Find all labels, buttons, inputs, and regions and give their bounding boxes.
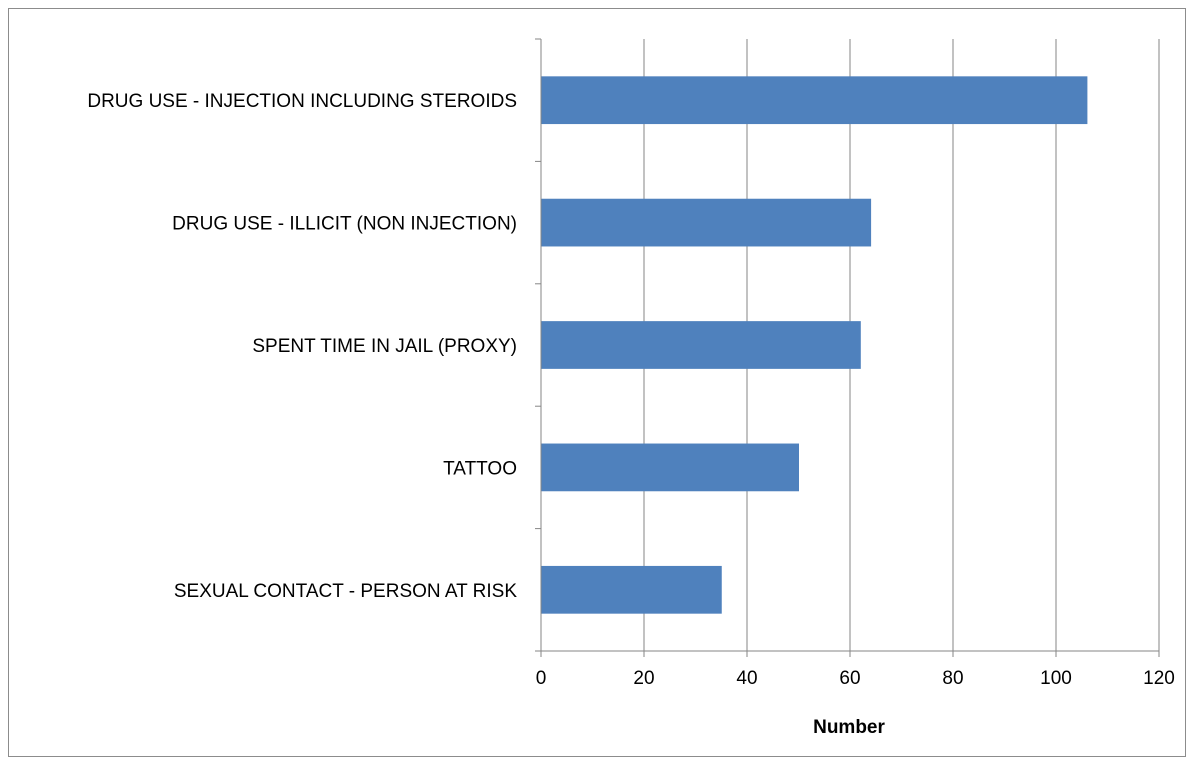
bars xyxy=(541,76,1088,614)
bar xyxy=(541,76,1088,125)
bar xyxy=(541,321,861,369)
category-label: DRUG USE - ILLICIT (NON INJECTION) xyxy=(172,214,517,235)
category-label: SPENT TIME IN JAIL (PROXY) xyxy=(252,336,517,357)
category-label: SEXUAL CONTACT - PERSON AT RISK xyxy=(174,581,517,602)
category-label: DRUG USE - INJECTION INCLUDING STEROIDS xyxy=(87,91,517,112)
chart-frame: DRUG USE - INJECTION INCLUDING STEROIDS D… xyxy=(8,8,1186,757)
x-axis-title: Number xyxy=(813,717,885,738)
x-tick-labels: 0 20 40 60 80 100 120 xyxy=(536,668,1175,689)
x-tick-label: 120 xyxy=(1143,668,1175,689)
bar xyxy=(541,198,872,247)
x-tick-label: 40 xyxy=(736,668,757,689)
category-label: TATTOO xyxy=(443,458,517,479)
x-tick-label: 0 xyxy=(536,668,547,689)
bar xyxy=(541,565,722,614)
axes xyxy=(535,38,1160,657)
x-tick-label: 100 xyxy=(1040,668,1072,689)
x-tick-label: 80 xyxy=(942,668,963,689)
bar xyxy=(541,443,799,492)
bar-chart: DRUG USE - INJECTION INCLUDING STEROIDS D… xyxy=(87,38,1175,738)
x-tick-label: 60 xyxy=(839,668,860,689)
x-tick-label: 20 xyxy=(633,668,654,689)
category-labels: DRUG USE - INJECTION INCLUDING STEROIDS D… xyxy=(87,91,517,602)
